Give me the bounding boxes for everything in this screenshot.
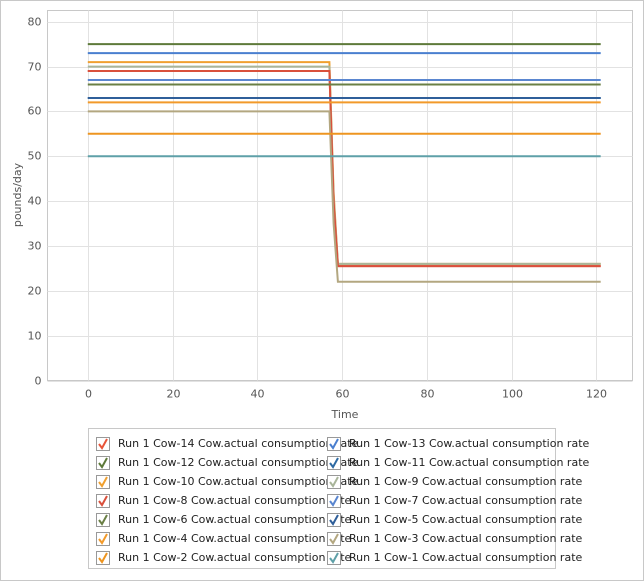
legend-check[interactable] (98, 514, 108, 526)
x-tick-label: 40 (251, 388, 265, 401)
legend-label[interactable]: Run 1 Cow-11 Cow.actual consumption rate (349, 456, 590, 469)
legend-check[interactable] (98, 438, 108, 450)
x-tick-label: 20 (167, 388, 181, 401)
legend-label[interactable]: Run 1 Cow-10 Cow.actual consumption rate (118, 475, 359, 488)
y-tick-label: 20 (28, 285, 42, 298)
legend-check[interactable] (98, 552, 108, 564)
legend-check[interactable] (98, 495, 108, 507)
legend-check[interactable] (329, 476, 339, 488)
x-tick-label: 0 (85, 388, 92, 401)
legend-check[interactable] (98, 476, 108, 488)
legend-check[interactable] (98, 533, 108, 545)
y-tick-label: 50 (28, 150, 42, 163)
legend (88, 428, 556, 569)
legend-check[interactable] (329, 514, 339, 526)
x-tick-label: 120 (586, 388, 607, 401)
legend-check[interactable] (329, 495, 339, 507)
series-line (87, 110, 601, 283)
y-axis-title: pounds/day (11, 162, 24, 227)
x-tick-label: 80 (421, 388, 435, 401)
legend-check[interactable] (98, 457, 108, 469)
legend-label[interactable]: Run 1 Cow-7 Cow.actual consumption rate (349, 494, 583, 507)
y-tick-label: 60 (28, 105, 42, 118)
legend-label[interactable]: Run 1 Cow-14 Cow.actual consumption rate (118, 437, 359, 450)
y-tick-label: 0 (35, 375, 42, 388)
y-tick-label: 70 (28, 61, 42, 74)
legend-label[interactable]: Run 1 Cow-8 Cow.actual consumption rate (118, 494, 352, 507)
legend-label[interactable]: Run 1 Cow-6 Cow.actual consumption rate (118, 513, 352, 526)
plot-area (47, 10, 633, 381)
legend-label[interactable]: Run 1 Cow-13 Cow.actual consumption rate (349, 437, 590, 450)
legend-label[interactable]: Run 1 Cow-12 Cow.actual consumption rate (118, 456, 359, 469)
legend-label[interactable]: Run 1 Cow-3 Cow.actual consumption rate (349, 532, 583, 545)
legend-label[interactable]: Run 1 Cow-9 Cow.actual consumption rate (349, 475, 583, 488)
x-tick-label: 100 (502, 388, 523, 401)
y-tick-label: 10 (28, 330, 42, 343)
y-tick-label: 30 (28, 240, 42, 253)
x-axis-title: Time (331, 408, 359, 421)
legend-label[interactable]: Run 1 Cow-2 Cow.actual consumption rate (118, 551, 352, 564)
y-tick-label: 40 (28, 195, 42, 208)
legend-check[interactable] (329, 457, 339, 469)
legend-check[interactable] (329, 552, 339, 564)
legend-label[interactable]: Run 1 Cow-1 Cow.actual consumption rate (349, 551, 583, 564)
legend-label[interactable]: Run 1 Cow-4 Cow.actual consumption rate (118, 532, 352, 545)
legend-check[interactable] (329, 438, 339, 450)
legend-check[interactable] (329, 533, 339, 545)
x-tick-label: 60 (336, 388, 350, 401)
y-tick-label: 80 (28, 16, 42, 29)
legend-label[interactable]: Run 1 Cow-5 Cow.actual consumption rate (349, 513, 583, 526)
